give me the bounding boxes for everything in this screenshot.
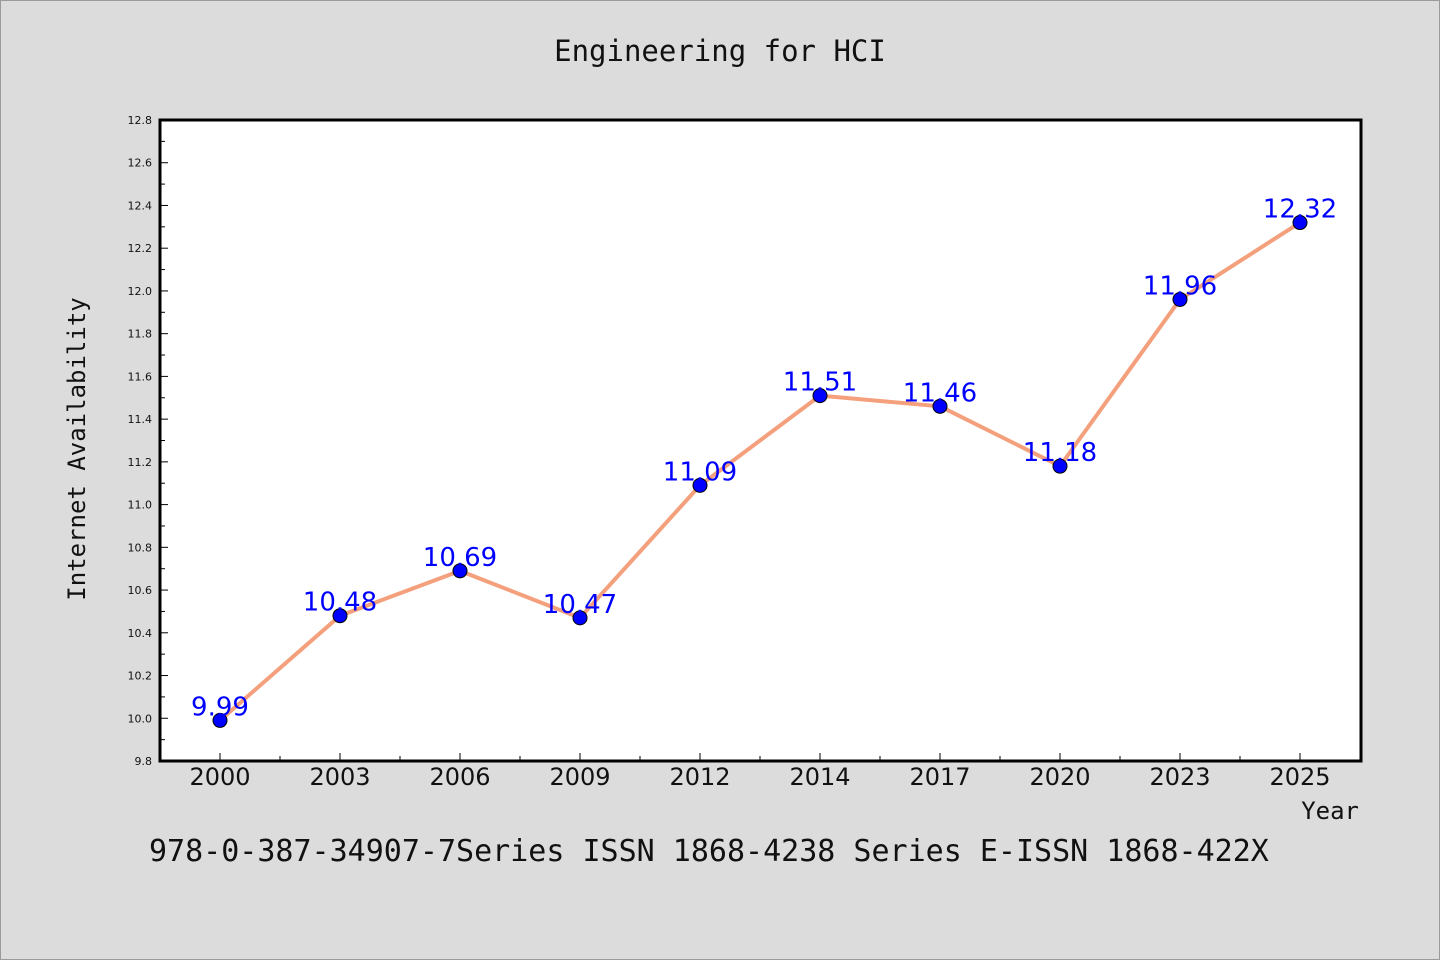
data-point	[332, 608, 348, 624]
data-label: 11.96	[1143, 271, 1217, 301]
y-axis-label: Internet Availability	[63, 297, 91, 600]
x-tick-label: 2006	[429, 763, 490, 791]
data-point	[692, 477, 708, 493]
data-point	[932, 398, 948, 414]
y-tick-label: 12.4	[128, 199, 153, 212]
y-tick-label: 11.2	[128, 456, 153, 469]
y-tick-label: 11.6	[128, 370, 153, 383]
data-label: 10.47	[543, 590, 617, 620]
x-tick-label: 2025	[1269, 763, 1330, 791]
data-point	[812, 388, 828, 404]
y-tick-label: 10.4	[128, 627, 153, 640]
y-tick-label: 12.2	[128, 242, 153, 255]
data-label: 11.46	[903, 378, 977, 408]
chart-title: Engineering for HCI	[554, 34, 886, 68]
data-point	[1292, 215, 1308, 231]
y-tick-label: 10.2	[128, 670, 153, 683]
data-point	[1052, 458, 1068, 474]
data-label: 10.48	[303, 588, 377, 618]
y-axis-ticks: 9.8 10.0 10.2 10.4 10.6 10.8 11.0 11.2 11.4 11.6 1…	[128, 114, 168, 768]
x-tick-label: 2009	[549, 763, 610, 791]
series-line	[218, 220, 1302, 722]
x-tick-label: 2000	[189, 763, 250, 791]
x-axis-ticks: 2000 2003 2006 2009 2012 2014 2017 2020 2023 2025	[189, 753, 1331, 791]
x-tick-label: 2017	[909, 763, 970, 791]
x-tick-label: 2012	[669, 763, 730, 791]
data-label: 12.32	[1263, 195, 1337, 225]
y-tick-label: 12.6	[128, 157, 153, 170]
data-label: 11.18	[1023, 438, 1097, 468]
y-tick-label: 11.4	[128, 413, 153, 426]
y-tick-label: 9.8	[135, 755, 153, 768]
data-point	[212, 712, 228, 728]
x-tick-label: 2023	[1149, 763, 1210, 791]
y-tick-label: 10.8	[128, 541, 153, 554]
y-tick-label: 10.0	[128, 712, 153, 725]
data-label: 11.51	[783, 368, 857, 398]
data-labels: 9.99 10.48 10.69 10.47 11.09 11.51 11.46 11.18 1…	[191, 195, 1337, 723]
data-point	[572, 610, 588, 626]
y-tick-label: 11.8	[128, 328, 153, 341]
x-tick-label: 2014	[789, 763, 850, 791]
x-tick-label: 2020	[1029, 763, 1090, 791]
data-label: 11.09	[663, 457, 737, 487]
data-point	[452, 563, 468, 579]
y-tick-label: 10.6	[128, 584, 153, 597]
series-markers	[212, 215, 1308, 728]
data-label: 9.99	[191, 692, 249, 722]
y-tick-label: 12.0	[128, 285, 153, 298]
data-point	[1172, 291, 1188, 307]
y-tick-label: 11.0	[128, 499, 153, 512]
data-label: 10.69	[423, 543, 497, 573]
x-axis-label: Year	[1301, 797, 1359, 825]
isbn-footnote: 978-0-387-34907-7Series ISSN 1868-4238 S…	[149, 834, 1269, 869]
x-tick-label: 2003	[309, 763, 370, 791]
y-tick-label: 12.8	[128, 114, 153, 127]
